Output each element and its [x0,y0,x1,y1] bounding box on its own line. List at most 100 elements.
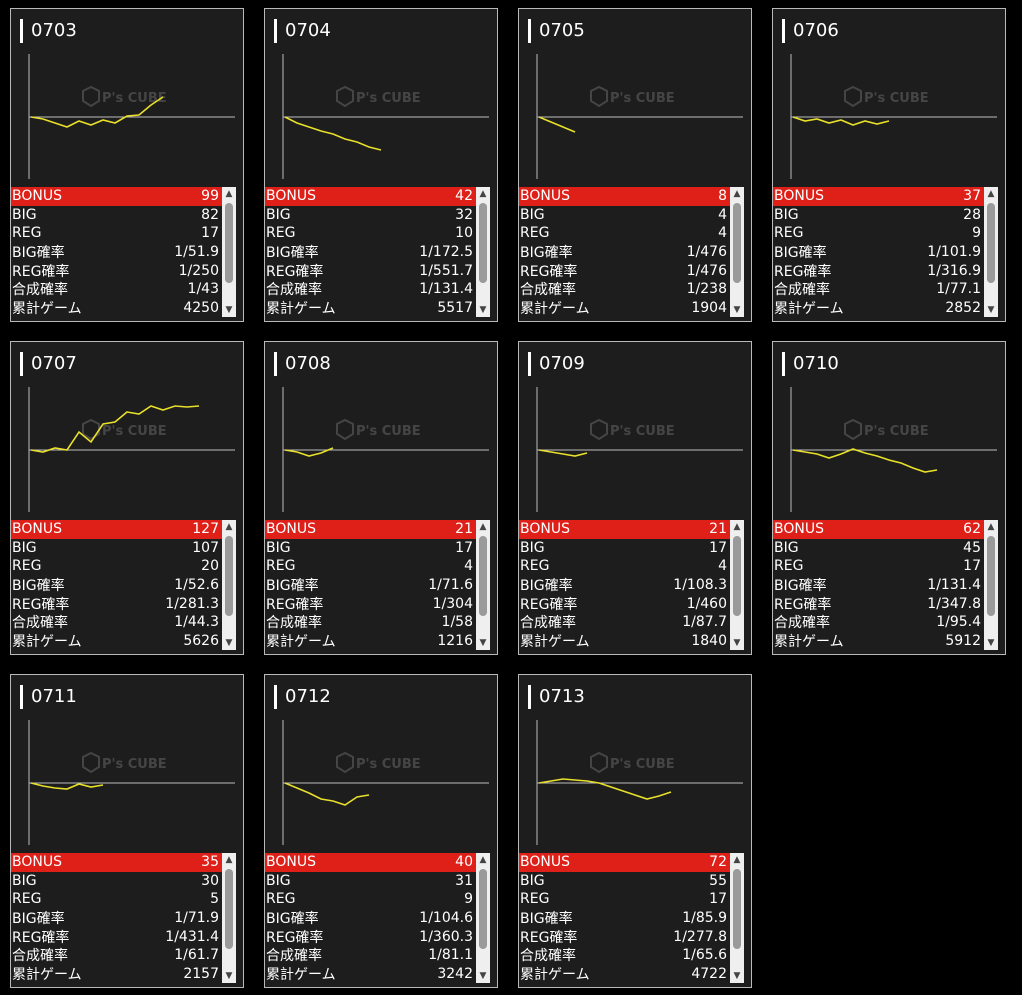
stat-row-reg-rate: REG確率 1/360.3 [265,927,477,946]
stats-scrollbar[interactable]: ▲ ▼ [222,187,236,317]
stat-row-big: BIG 17 [265,539,477,558]
stat-label: BIG確率 [12,578,65,595]
scroll-down-icon[interactable]: ▼ [733,971,741,981]
scroll-down-icon[interactable]: ▼ [225,638,233,648]
stat-value: 1840 [691,632,727,649]
machine-card[interactable]: 0706 P's CUBE BONUS 37 BIG 28 REG 9 BIG確率 1/101.9… [772,8,1006,322]
scroll-down-icon[interactable]: ▼ [479,971,487,981]
slump-graph: P's CUBE [282,720,489,845]
pscube-logo-watermark: P's CUBE [336,418,421,441]
stats-scrollbar[interactable]: ▲ ▼ [222,520,236,650]
scroll-down-icon[interactable]: ▼ [225,305,233,315]
stats-scrollbar[interactable]: ▲ ▼ [730,187,744,317]
stats-table: BONUS 42 BIG 32 REG 10 BIG確率 1/172.5 REG確率 1/551.… [265,187,477,317]
stat-row-combined-rate: 合成確率 1/77.1 [773,280,985,299]
stat-label: REG [266,558,296,575]
stat-row-combined-rate: 合成確率 1/131.4 [265,280,477,299]
machine-card[interactable]: 0703 P's CUBE BONUS 99 BIG 82 REG 17 BIG確率 1/51.9… [10,8,244,322]
scrollbar-thumb[interactable] [225,203,233,283]
stat-label: REG [266,891,296,908]
machine-card[interactable]: 0713 P's CUBE BONUS 72 BIG 55 REG 17 BIG確率 1/85.9… [518,674,752,988]
scroll-up-icon[interactable]: ▲ [225,855,233,865]
stats-scrollbar[interactable]: ▲ ▼ [476,520,490,650]
machine-number: 0709 [528,352,585,376]
stat-row-big-rate: BIG確率 1/52.6 [11,576,223,595]
stat-row-combined-rate: 合成確率 1/81.1 [265,946,477,965]
stat-row-bonus: BONUS 42 [265,187,477,206]
scroll-up-icon[interactable]: ▲ [987,522,995,532]
machine-card[interactable]: 0708 P's CUBE BONUS 21 BIG 17 REG 4 BIG確率 1/71.6 R… [264,341,498,655]
scroll-down-icon[interactable]: ▼ [479,638,487,648]
machine-card[interactable]: 0710 P's CUBE BONUS 62 BIG 45 REG 17 BIG確率 1/131.… [772,341,1006,655]
stat-value: 5912 [945,632,981,649]
scroll-up-icon[interactable]: ▲ [225,522,233,532]
machine-card[interactable]: 0712 P's CUBE BONUS 40 BIG 31 REG 9 BIG確率 1/104.6… [264,674,498,988]
stat-label: REG [774,225,804,242]
machine-number: 0707 [20,352,77,376]
stat-label: REG確率 [12,596,70,613]
stat-row-big: BIG 32 [265,206,477,225]
stat-row-total-games: 累計ゲーム 4722 [519,965,731,984]
scroll-up-icon[interactable]: ▲ [225,189,233,199]
scroll-up-icon[interactable]: ▲ [987,189,995,199]
scroll-up-icon[interactable]: ▲ [479,522,487,532]
stat-label: BIG [266,206,291,223]
trend-line [792,116,890,126]
trend-line [538,116,576,133]
stat-label: 累計ゲーム [266,633,336,650]
scrollbar-thumb[interactable] [479,869,487,949]
scrollbar-thumb[interactable] [479,536,487,616]
machine-card[interactable]: 0707 P's CUBE BONUS 127 BIG 107 REG 20 BIG確率 1/52… [10,341,244,655]
stat-row-bonus: BONUS 8 [519,187,731,206]
scrollbar-thumb[interactable] [225,869,233,949]
scroll-up-icon[interactable]: ▲ [479,189,487,199]
scroll-down-icon[interactable]: ▼ [479,305,487,315]
scroll-up-icon[interactable]: ▲ [733,522,741,532]
stats-scrollbar[interactable]: ▲ ▼ [476,853,490,983]
machine-number: 0704 [274,19,331,43]
stat-label: BIG確率 [520,578,573,595]
stats-scrollbar[interactable]: ▲ ▼ [984,187,998,317]
stats-scrollbar[interactable]: ▲ ▼ [984,520,998,650]
stats-scrollbar[interactable]: ▲ ▼ [476,187,490,317]
stat-value: 9 [972,225,981,242]
stat-label: 合成確率 [520,282,576,299]
scrollbar-thumb[interactable] [987,536,995,616]
stats-scrollbar[interactable]: ▲ ▼ [730,520,744,650]
scroll-up-icon[interactable]: ▲ [479,855,487,865]
scrollbar-thumb[interactable] [733,536,741,616]
machine-card[interactable]: 0704 P's CUBE BONUS 42 BIG 32 REG 10 BIG確率 1/172.… [264,8,498,322]
scrollbar-thumb[interactable] [987,203,995,283]
scroll-down-icon[interactable]: ▼ [987,305,995,315]
stat-row-combined-rate: 合成確率 1/238 [519,280,731,299]
stat-row-big: BIG 28 [773,206,985,225]
stat-label: BONUS [520,521,570,538]
svg-text:P's CUBE: P's CUBE [102,424,167,439]
scrollbar-thumb[interactable] [479,203,487,283]
machine-card[interactable]: 0709 P's CUBE BONUS 21 BIG 17 REG 4 BIG確率 1/108.3… [518,341,752,655]
machine-card[interactable]: 0705 P's CUBE BONUS 8 BIG 4 REG 4 BIG確率 1/476 REG確… [518,8,752,322]
scroll-up-icon[interactable]: ▲ [733,189,741,199]
stat-row-reg-rate: REG確率 1/304 [265,594,477,613]
stat-value: 1216 [437,632,473,649]
scrollbar-thumb[interactable] [733,203,741,283]
stat-value: 28 [963,206,981,223]
scroll-up-icon[interactable]: ▲ [733,855,741,865]
stat-label: BONUS [520,188,570,205]
stat-value: 1/101.9 [927,244,981,261]
stat-value: 4 [464,558,473,575]
stat-label: REG [774,558,804,575]
stat-value: 45 [963,539,981,556]
stats-scrollbar[interactable]: ▲ ▼ [222,853,236,983]
stat-label: BIG確率 [12,245,65,262]
stat-label: BIG [266,539,291,556]
scroll-down-icon[interactable]: ▼ [733,638,741,648]
machine-card[interactable]: 0711 P's CUBE BONUS 35 BIG 30 REG 5 BIG確率 1/71.9 R… [10,674,244,988]
trend-line [284,116,382,151]
scroll-down-icon[interactable]: ▼ [733,305,741,315]
scrollbar-thumb[interactable] [733,869,741,949]
scroll-down-icon[interactable]: ▼ [225,971,233,981]
stats-scrollbar[interactable]: ▲ ▼ [730,853,744,983]
scroll-down-icon[interactable]: ▼ [987,638,995,648]
scrollbar-thumb[interactable] [225,536,233,616]
